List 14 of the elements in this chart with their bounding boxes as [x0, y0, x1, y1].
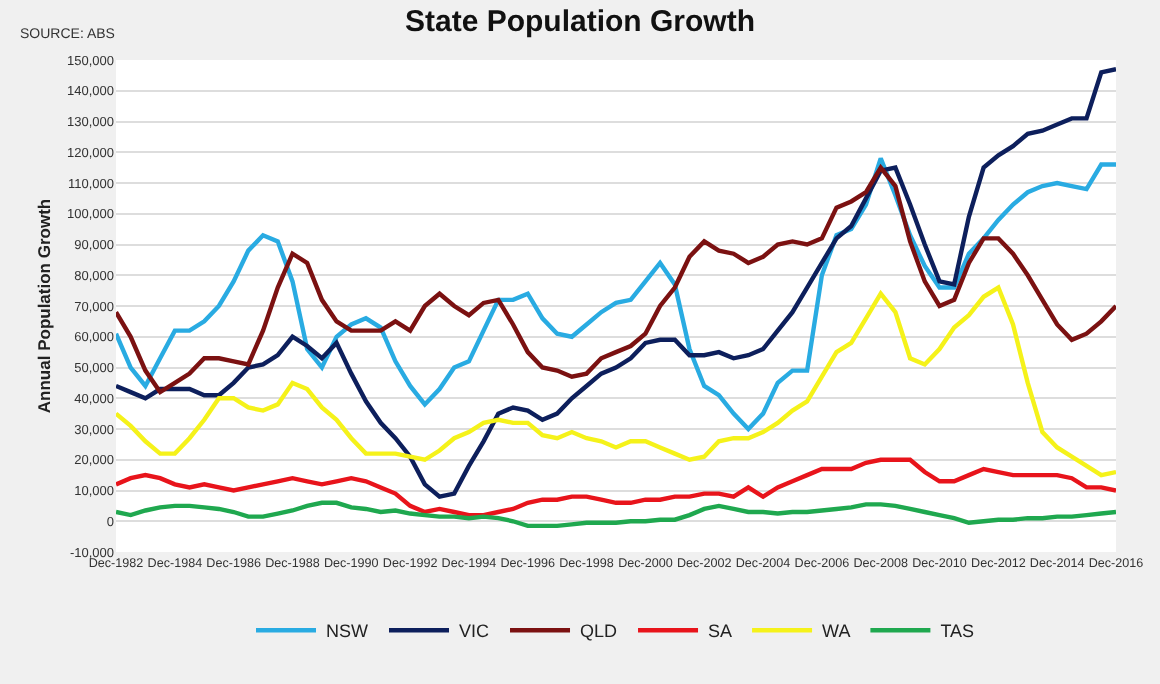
legend-label: QLD: [580, 621, 619, 642]
line-series: [116, 67, 1116, 499]
y-axis-title: Annual Population Growth: [34, 198, 55, 414]
legend-label: NSW: [326, 621, 369, 642]
legend-label: VIC: [459, 621, 491, 642]
line-series: [116, 165, 1116, 395]
line-series: [116, 500, 1116, 529]
line-series: [116, 285, 1116, 478]
line-series: [116, 457, 1116, 518]
legend-label: WA: [822, 621, 851, 642]
legend-label: SA: [708, 621, 733, 642]
line-series: [116, 156, 1116, 432]
chart-title: State Population Growth: [405, 5, 755, 40]
legend-label: TAS: [940, 621, 975, 642]
